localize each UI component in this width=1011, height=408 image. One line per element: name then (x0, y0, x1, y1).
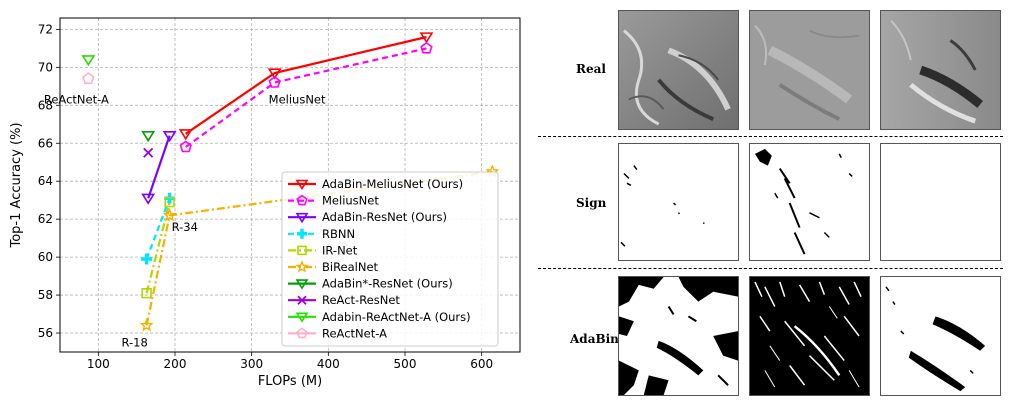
series-point (141, 253, 153, 265)
series-point (81, 55, 96, 67)
series-0 (178, 32, 434, 141)
legend-entry (288, 260, 316, 273)
adabin-feature-map (880, 276, 1001, 396)
legend-label: BiRealNet (322, 260, 379, 274)
series-line (185, 47, 427, 148)
legend-box (281, 171, 499, 347)
series-point (141, 131, 156, 143)
series-point (295, 279, 309, 290)
y-tick-label: 66 (38, 136, 53, 150)
series-point (296, 327, 308, 339)
y-tick-label: 64 (38, 174, 53, 188)
legend-entry (288, 327, 316, 339)
annotation-label: MeliusNet (269, 93, 326, 107)
series-line (145, 197, 171, 260)
series-point (82, 72, 95, 84)
series-point (268, 76, 281, 88)
row-divider (538, 268, 1003, 269)
legend-label: AdaBin*-ResNet (Ours) (322, 277, 453, 291)
sign-feature-map (618, 143, 739, 261)
legend-label: MeliusNet (322, 194, 379, 208)
series-point (164, 196, 175, 208)
legend-entry (288, 245, 316, 256)
series-line (185, 35, 427, 135)
series-4 (141, 196, 175, 299)
x-tick-label: 200 (164, 357, 187, 371)
y-tick-label: 62 (38, 212, 53, 226)
legend-entry (288, 312, 316, 323)
y-tick-label: 68 (38, 98, 53, 112)
accuracy-flops-chart: 100 200 300 400 500 600 56 58 60 62 64 66 68 70 72 FLOP… (9, 17, 521, 389)
real-feature-map (749, 10, 870, 130)
series-point (143, 147, 154, 158)
y-tick-label: 60 (38, 250, 53, 264)
legend-entry (288, 279, 316, 290)
series-6 (141, 131, 156, 143)
series-point (295, 212, 309, 224)
series-8 (81, 55, 96, 67)
legend-label: IR-Net (322, 243, 358, 257)
legend-label: AdaBin-ResNet (Ours) (322, 210, 447, 224)
series-point (162, 131, 177, 143)
y-axis-label: Top-1 Accuracy (%) (9, 122, 24, 248)
series-line (145, 170, 493, 326)
real-feature-map (880, 10, 1001, 130)
legend-entry (288, 179, 316, 191)
legend-label: Adabin-ReActNet-A (Ours) (322, 310, 471, 324)
row-label-adabin: AdaBin (570, 332, 619, 346)
annotation-label: R-18 (121, 336, 147, 350)
series-point (178, 129, 193, 141)
y-tick-label: 58 (38, 288, 53, 302)
series-point (162, 208, 177, 222)
real-feature-map (618, 10, 739, 130)
y-tick-label: 56 (38, 326, 53, 340)
series-point (297, 228, 307, 239)
series-point (297, 245, 307, 256)
adabin-feature-map (618, 276, 739, 396)
legend-label: ReActNet-A (322, 326, 387, 340)
annotation-label: R-34 (172, 220, 198, 234)
series-point (295, 260, 309, 273)
x-axis-label: FLOPs (M) (258, 374, 322, 389)
row-divider (538, 136, 1003, 137)
legend-label: RBNN (322, 227, 355, 241)
series-point (141, 287, 152, 299)
row-label-sign: Sign (576, 196, 607, 210)
series-point (141, 193, 156, 205)
series-7 (143, 147, 154, 158)
x-tick-label: 400 (317, 357, 340, 371)
x-tick-label: 100 (87, 357, 110, 371)
annotation-label: ReActNet-A (44, 93, 109, 107)
plot-frame (59, 17, 521, 353)
y-tick-label: 70 (38, 60, 53, 74)
series-point (139, 318, 154, 332)
legend-label: ReAct-ResNet (322, 293, 400, 307)
legend-entry (288, 295, 316, 305)
legend-label: AdaBin-MeliusNet (Ours) (322, 177, 463, 191)
x-tick-label: 600 (470, 357, 493, 371)
legend-entry (288, 228, 316, 239)
series-point (267, 68, 282, 80)
series-point (179, 140, 192, 153)
series-point (295, 179, 309, 191)
row-label-real: Real (576, 62, 606, 76)
series-9 (82, 72, 95, 84)
adabin-feature-map (749, 276, 870, 396)
feature-map-panel: Real Sign AdaBin (530, 0, 1011, 408)
series-point (297, 295, 307, 305)
sign-feature-map (880, 143, 1001, 261)
series-line (147, 135, 171, 199)
series-point (295, 312, 309, 323)
legend-entry (288, 194, 316, 206)
series-point (420, 41, 433, 54)
series-point (296, 194, 308, 206)
sign-feature-map (749, 143, 870, 261)
x-tick-label: 300 (240, 357, 263, 371)
x-tick-label: 500 (394, 357, 417, 371)
series-point (419, 32, 434, 44)
legend-entry (288, 212, 316, 224)
y-tick-label: 72 (38, 22, 53, 36)
series-2 (141, 131, 177, 205)
series-1 (179, 41, 433, 153)
